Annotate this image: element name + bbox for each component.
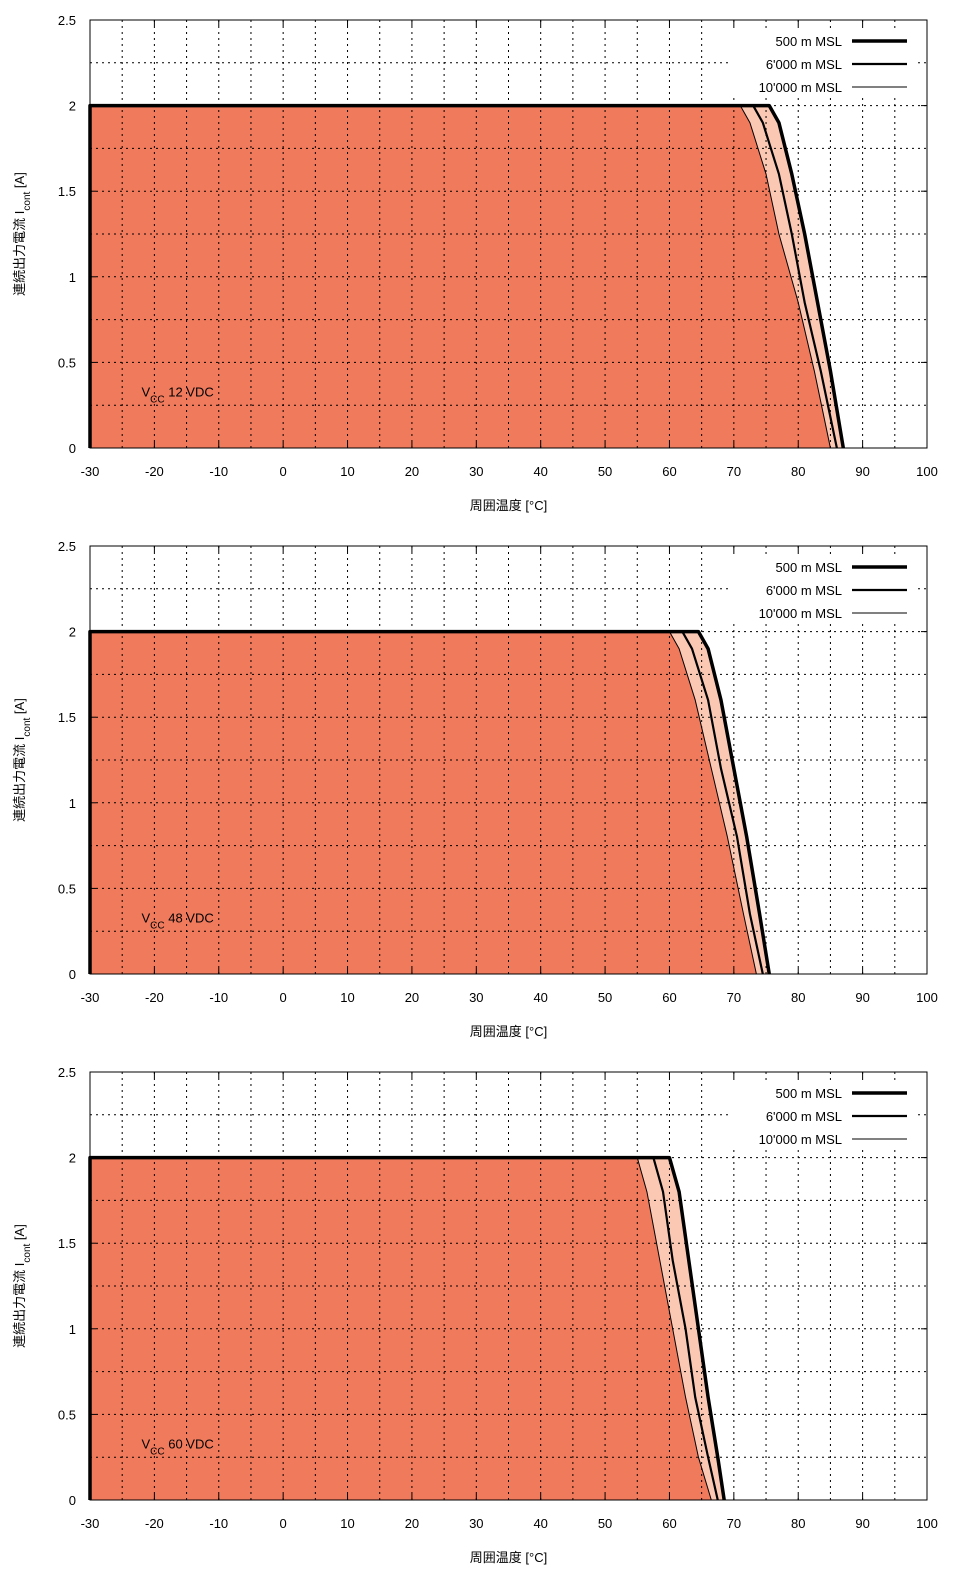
series-line-3	[89, 631, 757, 975]
y-tick-label: 2.5	[58, 13, 76, 28]
x-tick-label: 20	[405, 990, 419, 1005]
legend-label: 6'000 m MSL	[766, 583, 842, 598]
legend-label: 500 m MSL	[776, 34, 842, 49]
vcc-annotation: VCC 48 VDC	[142, 911, 214, 932]
x-tick-label: 30	[469, 464, 483, 479]
vcc-annotation: VCC 60 VDC	[142, 1437, 214, 1458]
y-axis-title: 連続出力電流 Icont [A]	[12, 1224, 33, 1348]
x-tick-label: 90	[855, 464, 869, 479]
x-tick-label: -20	[145, 464, 164, 479]
legend-label: 6'000 m MSL	[766, 57, 842, 72]
x-tick-label: -20	[145, 990, 164, 1005]
y-tick-label: 1	[69, 1322, 76, 1337]
chart-panel-3: -30 -20 -10 0 10 20 30 40 50 60 70 80 90 100 0 0.5 1 1.5 2…	[12, 1065, 938, 1565]
y-tick-label: 2	[69, 625, 76, 640]
x-axis-title: 周囲温度 [°C]	[470, 1550, 547, 1565]
legend: 500 m MSL 6'000 m MSL 10'000 m MSL	[732, 554, 915, 624]
x-axis-title: 周囲温度 [°C]	[470, 1024, 547, 1039]
x-tick-label: 80	[791, 990, 805, 1005]
x-axis-title: 周囲温度 [°C]	[470, 498, 547, 513]
x-tick-label: 70	[727, 1516, 741, 1531]
x-tick-label: 100	[916, 1516, 938, 1531]
plot-frame	[89, 19, 928, 449]
x-tick-label: 70	[727, 464, 741, 479]
plot-frame	[89, 1071, 928, 1501]
x-tick-label: 30	[469, 990, 483, 1005]
x-tick-label: -10	[209, 464, 228, 479]
legend: 500 m MSL 6'000 m MSL 10'000 m MSL	[732, 28, 915, 98]
vcc-annotation: VCC 12 VDC	[142, 385, 214, 406]
legend-label: 10'000 m MSL	[759, 606, 842, 621]
x-tick-label: 100	[916, 990, 938, 1005]
y-tick-label: 1.5	[58, 1236, 76, 1251]
x-tick-label: -10	[209, 990, 228, 1005]
x-tick-label: 60	[662, 1516, 676, 1531]
x-tick-label: 60	[662, 990, 676, 1005]
y-tick-label: 0.5	[58, 355, 76, 370]
x-tick-label: 50	[598, 990, 612, 1005]
x-tick-label: 0	[280, 1516, 287, 1531]
x-tick-label: 80	[791, 1516, 805, 1531]
y-tick-label: 0	[69, 967, 76, 982]
x-tick-label: 70	[727, 990, 741, 1005]
x-tick-label: 50	[598, 464, 612, 479]
y-tick-label: 2	[69, 99, 76, 114]
x-tick-label: 50	[598, 1516, 612, 1531]
y-tick-label: 1.5	[58, 710, 76, 725]
x-tick-label: 0	[280, 464, 287, 479]
y-tick-label: 0.5	[58, 1407, 76, 1422]
x-tick-label: 40	[533, 990, 547, 1005]
y-tick-label: 2.5	[58, 1065, 76, 1080]
legend-label: 10'000 m MSL	[759, 80, 842, 95]
x-tick-label: -20	[145, 1516, 164, 1531]
x-tick-label: 10	[340, 1516, 354, 1531]
legend-label: 500 m MSL	[776, 560, 842, 575]
y-tick-label: 0	[69, 1493, 76, 1508]
y-axis-title: 連続出力電流 Icont [A]	[12, 172, 33, 296]
chart-panel-1: -30 -20 -10 0 10 20 30 40 50 60 70 80 90 100 0 0.5 1 1.5 2…	[12, 13, 938, 513]
chart-panel-2: -30 -20 -10 0 10 20 30 40 50 60 70 80 90 100 0 0.5 1 1.5 2…	[12, 539, 938, 1039]
x-tick-label: 30	[469, 1516, 483, 1531]
legend-label: 10'000 m MSL	[759, 1132, 842, 1147]
x-tick-label: 100	[916, 464, 938, 479]
plot-frame	[89, 545, 928, 975]
x-tick-label: 20	[405, 464, 419, 479]
y-tick-label: 1.5	[58, 184, 76, 199]
x-tick-label: -30	[81, 1516, 100, 1531]
x-tick-label: -30	[81, 464, 100, 479]
legend-label: 6'000 m MSL	[766, 1109, 842, 1124]
series-line-3	[89, 1157, 712, 1501]
series-line-3	[89, 105, 831, 449]
x-tick-label: 90	[855, 1516, 869, 1531]
y-tick-label: 0	[69, 441, 76, 456]
y-tick-label: 0.5	[58, 881, 76, 896]
y-tick-label: 2.5	[58, 539, 76, 554]
y-axis-title: 連続出力電流 Icont [A]	[12, 698, 33, 822]
x-tick-label: 40	[533, 1516, 547, 1531]
legend-label: 500 m MSL	[776, 1086, 842, 1101]
y-tick-label: 2	[69, 1151, 76, 1166]
x-tick-label: -10	[209, 1516, 228, 1531]
derating-area-fill	[90, 105, 831, 448]
x-tick-label: 20	[405, 1516, 419, 1531]
x-tick-label: 60	[662, 464, 676, 479]
derating-area-fill	[90, 1157, 712, 1500]
x-tick-label: 90	[855, 990, 869, 1005]
x-tick-label: 10	[340, 464, 354, 479]
x-tick-label: -30	[81, 990, 100, 1005]
legend: 500 m MSL 6'000 m MSL 10'000 m MSL	[732, 1080, 915, 1150]
x-tick-label: 0	[280, 990, 287, 1005]
x-tick-label: 80	[791, 464, 805, 479]
y-tick-label: 1	[69, 270, 76, 285]
y-tick-label: 1	[69, 796, 76, 811]
x-tick-label: 40	[533, 464, 547, 479]
x-tick-label: 10	[340, 990, 354, 1005]
